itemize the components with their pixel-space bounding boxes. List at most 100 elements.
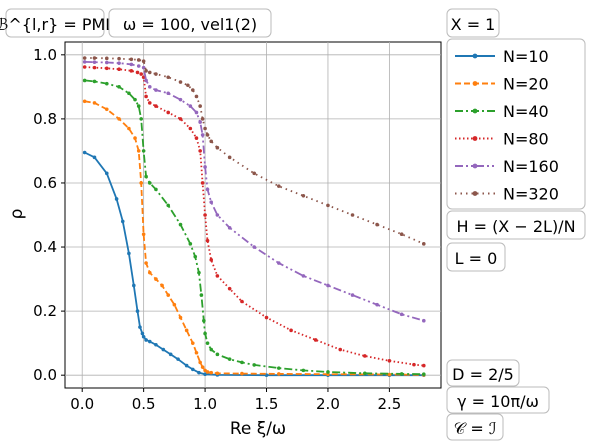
legend-label: N=20 <box>503 75 549 94</box>
data-point <box>205 187 210 192</box>
data-point <box>104 81 109 86</box>
data-point <box>147 85 152 89</box>
data-point <box>399 372 404 376</box>
data-point <box>277 261 281 265</box>
data-point <box>172 302 177 307</box>
svg-text:γ = 10π/ω: γ = 10π/ω <box>457 392 539 411</box>
data-point <box>203 372 207 377</box>
data-point <box>199 293 204 297</box>
data-point <box>326 203 330 208</box>
data-point <box>161 347 166 352</box>
data-point <box>82 78 87 83</box>
data-point <box>92 60 97 64</box>
data-point <box>82 60 87 64</box>
data-point <box>205 370 210 374</box>
data-point <box>205 341 210 345</box>
svg-text:D = 2/5: D = 2/5 <box>452 365 514 384</box>
data-point <box>154 187 158 192</box>
legend-label: N=80 <box>503 130 549 149</box>
data-point <box>188 104 193 108</box>
x-tick-label: 2.5 <box>377 395 401 413</box>
data-point <box>117 56 121 61</box>
svg-text:𝒞 = ℐ: 𝒞 = ℐ <box>454 419 497 438</box>
data-point <box>197 270 201 275</box>
data-point <box>136 64 141 68</box>
data-point <box>144 78 148 83</box>
annotation-bottom-3: 𝒞 = ℐ <box>446 413 504 441</box>
data-point <box>133 136 137 140</box>
data-point <box>203 165 207 169</box>
data-point <box>184 363 189 368</box>
data-point <box>92 155 97 160</box>
y-tick-label: 0.2 <box>33 302 57 320</box>
data-point <box>178 97 183 102</box>
data-point <box>350 213 355 217</box>
data-point <box>190 367 195 372</box>
data-point <box>154 104 158 108</box>
data-point <box>215 213 220 217</box>
data-point <box>421 242 426 246</box>
data-point <box>178 117 183 121</box>
x-axis-label: Re ξ/ω <box>230 419 286 439</box>
data-point <box>188 242 193 246</box>
data-point <box>82 99 87 104</box>
data-point <box>198 104 202 108</box>
data-point <box>136 58 141 62</box>
data-point <box>399 312 404 317</box>
data-point <box>144 94 148 99</box>
data-point <box>188 126 193 131</box>
legend-marker <box>472 81 478 86</box>
data-point <box>117 117 121 121</box>
series-n-20 <box>82 99 426 377</box>
data-point <box>144 261 148 265</box>
data-point <box>399 232 404 237</box>
data-point <box>190 341 195 345</box>
data-point <box>178 80 183 84</box>
data-point <box>194 136 199 140</box>
legend-label: N=320 <box>503 185 559 204</box>
svg-text:ℬ^{l,r} = PML: ℬ^{l,r} = PML <box>0 15 114 34</box>
x-tick-label: 1.0 <box>193 395 217 413</box>
data-point <box>136 104 141 108</box>
data-point <box>203 213 207 217</box>
data-point <box>227 226 232 230</box>
legend-label: N=10 <box>503 47 549 66</box>
series-line <box>84 79 424 376</box>
data-point <box>117 61 121 65</box>
data-point <box>136 149 141 153</box>
data-point <box>154 277 158 281</box>
data-point <box>166 293 171 297</box>
legend-marker <box>472 163 478 169</box>
legend-label: N=40 <box>503 102 549 121</box>
data-point <box>144 174 148 179</box>
annotation-right-2: L = 0 <box>446 242 506 272</box>
data-point <box>277 184 281 188</box>
data-point <box>313 338 318 342</box>
data-point <box>209 200 214 204</box>
legend-item: N=80 <box>455 130 549 149</box>
data-point <box>277 366 281 370</box>
legend-marker <box>472 53 478 59</box>
data-point <box>178 222 183 227</box>
data-point <box>202 318 206 323</box>
data-point <box>166 91 171 96</box>
legend-item: N=40 <box>455 102 549 121</box>
x-tick-label: 0.0 <box>70 395 94 413</box>
data-point <box>363 354 367 358</box>
data-point <box>186 83 190 88</box>
y-ticks: 0.0 0.2 0.4 0.6 0.8 1.0 <box>33 46 65 384</box>
data-point <box>215 352 220 357</box>
x-ticks: 0.0 0.5 1.0 1.5 2.0 2.5 <box>70 388 401 413</box>
data-point <box>139 181 143 185</box>
data-point <box>203 126 207 131</box>
legend-item: N=160 <box>455 157 559 176</box>
data-point <box>184 328 189 333</box>
data-point <box>104 56 109 61</box>
data-point <box>135 309 140 313</box>
data-point <box>326 370 330 374</box>
data-point <box>127 91 131 96</box>
data-point <box>117 85 121 89</box>
data-point <box>138 325 142 329</box>
data-point <box>144 338 148 342</box>
data-point <box>240 299 244 304</box>
